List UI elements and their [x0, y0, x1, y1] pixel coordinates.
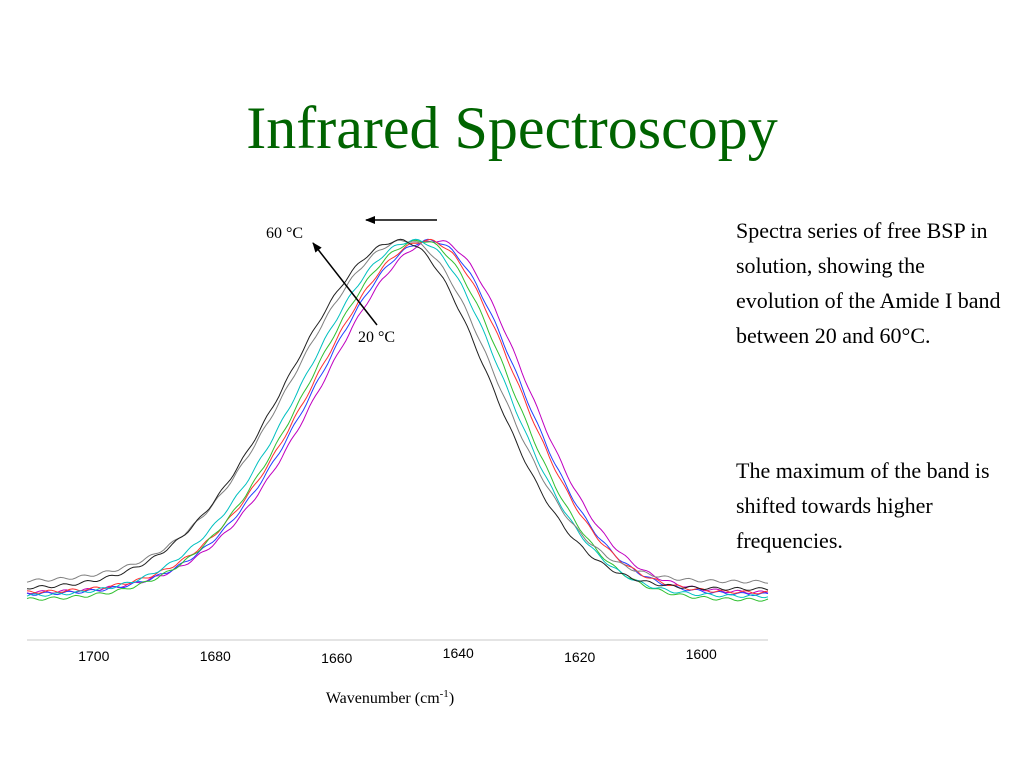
x-tick-label-1660: 1660 [321, 650, 352, 666]
spectrum-series-5 [26, 238, 769, 599]
x-tick-label-1680: 1680 [200, 648, 231, 664]
description-paragraph-2: The maximum of the band is shifted towar… [736, 458, 990, 553]
label-60c: 60 °C [266, 225, 303, 242]
slide-title: Infrared Spectroscopy [246, 95, 778, 161]
spectrum-series-7 [26, 238, 769, 591]
spectra-series-group [26, 238, 769, 602]
x-tick-labels: 1700 1680 1660 1640 1620 1600 [78, 645, 717, 666]
spectrum-series-1 [26, 240, 769, 595]
spectrum-series-2 [26, 238, 769, 597]
label-20c: 20 °C [358, 329, 395, 346]
description-paragraph-1: Spectra series of free BSP in solution, … [736, 218, 1001, 348]
x-axis-label: Wavenumber (cm-1) [326, 688, 454, 707]
x-tick-label-1700: 1700 [78, 648, 109, 664]
temperature-arrow [312, 242, 378, 326]
spectrum-series-3 [26, 238, 769, 595]
spectrum-series-6 [26, 239, 769, 584]
x-tick-label-1600: 1600 [686, 646, 717, 662]
x-tick-label-1640: 1640 [443, 645, 474, 661]
spectrum-series-4 [26, 239, 769, 602]
x-tick-label-1620: 1620 [564, 649, 595, 665]
